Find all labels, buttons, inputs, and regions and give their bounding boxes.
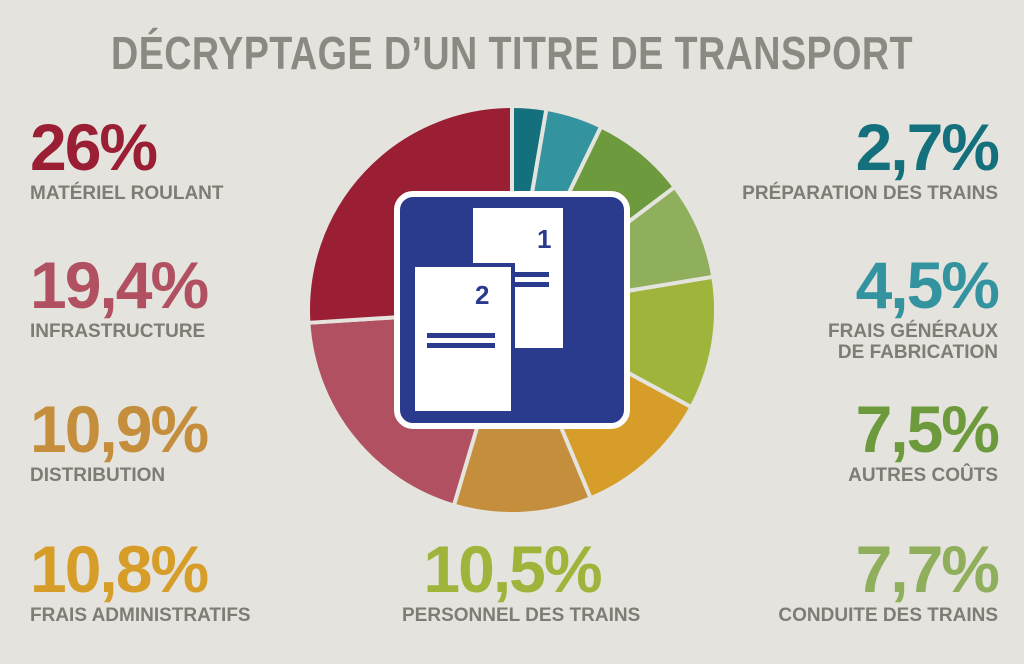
slice-legend: 10,5% PERSONNEL DES TRAINS — [402, 532, 641, 627]
page-title: DÉCRYPTAGE D’UN TITRE DE TRANSPORT — [111, 27, 913, 79]
document-line — [427, 343, 495, 348]
slice-percentage: 7,7% — [855, 532, 1000, 606]
slice-legend: 7,5% AUTRES COÛTS — [848, 392, 1000, 487]
slice-label: FRAIS ADMINISTRATIFS — [30, 605, 251, 626]
slice-percentage: 19,4% — [30, 248, 209, 322]
slice-legend: 10,9% DISTRIBUTION — [30, 392, 209, 487]
slice-label: PERSONNEL DES TRAINS — [402, 605, 641, 626]
ticket-icon: 12 — [394, 191, 630, 429]
donut-chart: 12 — [306, 103, 718, 516]
slice-percentage: 10,5% — [423, 532, 602, 606]
slice-label: PRÉPARATION DES TRAINS — [742, 183, 998, 204]
document-number: 1 — [537, 224, 551, 254]
slice-label: DISTRIBUTION — [30, 465, 166, 486]
document-line — [511, 272, 549, 277]
slice-label: AUTRES COÛTS — [848, 465, 998, 486]
slice-legend: 10,8% FRAIS ADMINISTRATIFS — [30, 536, 251, 627]
slice-legend: 4,5% FRAIS GÉNÉRAUX DE FABRICATION — [828, 248, 1000, 364]
slice-label: INFRASTRUCTURE — [30, 321, 206, 342]
slice-label: MATÉRIEL ROULANT — [30, 183, 224, 204]
slice-label: CONDUITE DES TRAINS — [778, 605, 998, 626]
slice-legend: 7,7% CONDUITE DES TRAINS — [778, 532, 1000, 627]
slice-percentage: 4,5% — [855, 248, 1000, 322]
slice-legend: 26% MATÉRIEL ROULANT — [30, 114, 224, 205]
slice-legend: 2,7% PRÉPARATION DES TRAINS — [742, 110, 1000, 205]
slice-percentage: 7,5% — [855, 392, 1000, 466]
document-2-icon — [411, 263, 515, 415]
document-number: 2 — [475, 280, 489, 310]
slice-percentage: 2,7% — [855, 110, 1000, 184]
slice-percentage: 26% — [30, 110, 158, 184]
slice-label: FRAIS GÉNÉRAUX DE FABRICATION — [828, 321, 998, 363]
document-line — [427, 333, 495, 338]
slice-percentage: 10,8% — [30, 532, 209, 606]
slice-percentage: 10,9% — [30, 392, 209, 466]
document-line — [511, 282, 549, 287]
slice-legend: 19,4% INFRASTRUCTURE — [30, 248, 209, 343]
